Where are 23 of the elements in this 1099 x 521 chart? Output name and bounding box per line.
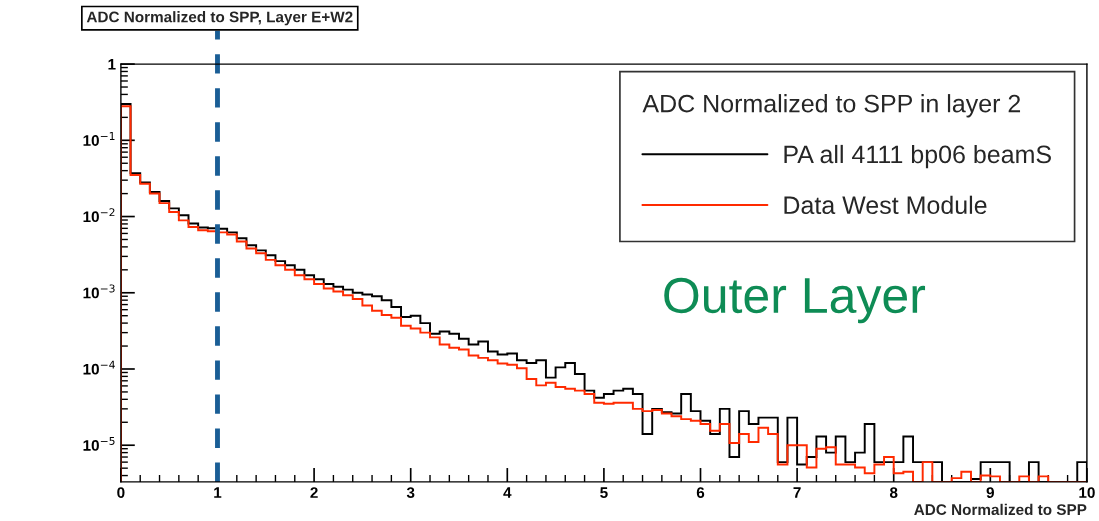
legend-title: ADC Normalized to SPP in layer 2 [642, 94, 1021, 118]
y-tick-label: 10$^{−1}$ [83, 132, 115, 146]
y-tick-label: 1 [108, 59, 116, 70]
x-tick-label: 6 [696, 487, 705, 499]
x-tick-label: 10 [1079, 487, 1095, 499]
y-tick-label: 10$^{−3}$ [83, 284, 115, 299]
x-tick-label: 8 [889, 487, 898, 499]
x-tick-label: 1 [214, 487, 222, 498]
chart-title: ADC Normalized to SPP, Layer E+W2 [86, 11, 353, 26]
y-tick-label: 10$^{−2}$ [83, 208, 115, 223]
x-tick-label: 3 [406, 487, 415, 499]
annotation: Outer Layer [664, 277, 926, 324]
legend-label: Data West Module [784, 195, 987, 215]
y-tick-label: 10$^{−4}$ [83, 360, 115, 375]
x-axis-title: ADC Normalized to SPP [914, 503, 1087, 516]
x-tick-label: 0 [117, 487, 125, 499]
y-tick-label: 10$^{−5}$ [83, 437, 115, 451]
x-tick-label: 4 [503, 487, 512, 498]
x-tick-label: 7 [793, 487, 801, 498]
x-tick-label: 5 [600, 487, 608, 499]
legend-label: PA all 4111 bp06 beamS [784, 144, 1051, 169]
x-tick-label: 2 [310, 487, 318, 498]
x-tick-label: 9 [986, 487, 994, 499]
